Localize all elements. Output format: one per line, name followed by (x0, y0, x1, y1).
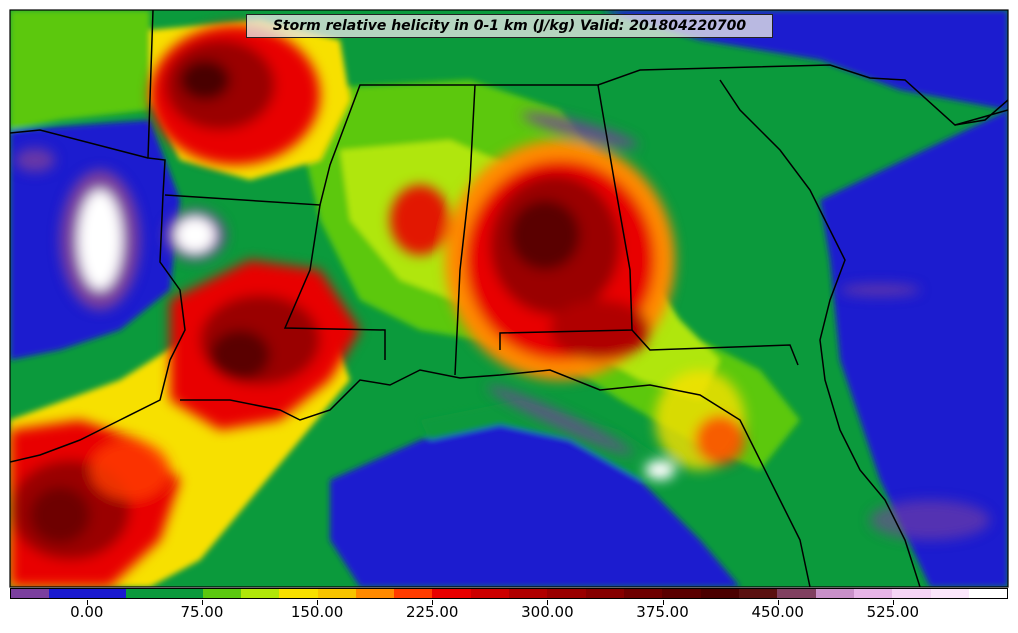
colorbar-segment (470, 589, 510, 598)
colorbar-segment (317, 589, 356, 598)
colorbar-tick-label: 0.00 (70, 603, 104, 621)
colorbar-tick (201, 600, 203, 605)
colorbar-segment (700, 589, 739, 598)
colorbar-tick-label: 75.00 (180, 603, 224, 621)
colorbar-segment (240, 589, 280, 598)
state-boundaries (10, 10, 1008, 587)
colorbar-tick (432, 600, 434, 605)
colorbar-segment (125, 589, 165, 598)
colorbar-segment (777, 589, 816, 598)
helicity-map (9, 9, 1009, 588)
colorbar-segment (662, 589, 701, 598)
colorbar-tick-label: 225.00 (405, 603, 459, 621)
colorbar-tick (547, 600, 549, 605)
colorbar-tick (777, 600, 779, 605)
colorbar (10, 588, 1008, 599)
colorbar-segment (202, 589, 241, 598)
colorbar-segment (547, 589, 586, 598)
colorbar-segment (164, 589, 203, 598)
colorbar-tick (86, 600, 88, 605)
colorbar-tick-label: 150.00 (290, 603, 344, 621)
colorbar-segment (930, 589, 969, 598)
colorbar-tick-label: 525.00 (866, 603, 920, 621)
colorbar-tick (892, 600, 894, 605)
colorbar-tick-label: 450.00 (751, 603, 804, 621)
map-title: Storm relative helicity in 0-1 km (J/kg)… (246, 14, 773, 38)
colorbar-segment (394, 589, 433, 598)
helicity-field (10, 10, 1008, 587)
colorbar-segment (49, 589, 88, 598)
colorbar-segment (11, 589, 50, 598)
colorbar-ticks: 0.00 75.00 150.00 225.00 300.00 375.00 450.00 5… (0, 600, 1018, 630)
colorbar-segment (87, 589, 126, 598)
colorbar-segment (624, 589, 663, 598)
colorbar-segment (585, 589, 624, 598)
colorbar-tick (662, 600, 664, 605)
colorbar-segment (355, 589, 395, 598)
colorbar-tick (317, 600, 319, 605)
colorbar-segment (279, 589, 318, 598)
colorbar-segment (853, 589, 893, 598)
colorbar-segment (815, 589, 854, 598)
colorbar-segment (738, 589, 778, 598)
colorbar-segment (968, 589, 1008, 598)
colorbar-tick-label: 300.00 (521, 603, 574, 621)
colorbar-segment (432, 589, 471, 598)
colorbar-segment (509, 589, 548, 598)
map-frame (9, 9, 1009, 588)
colorbar-tick-label: 375.00 (636, 603, 689, 621)
colorbar-segment (892, 589, 931, 598)
